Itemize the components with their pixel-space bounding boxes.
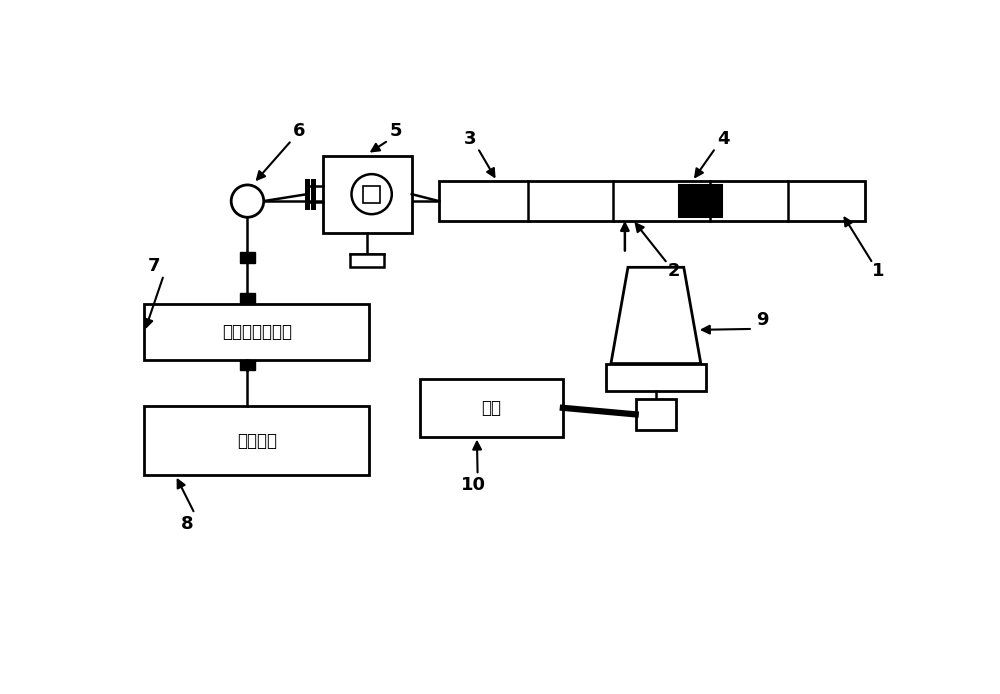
FancyBboxPatch shape: [240, 252, 255, 263]
Text: 2: 2: [667, 262, 680, 280]
Text: 4: 4: [717, 130, 730, 148]
FancyBboxPatch shape: [350, 254, 384, 266]
FancyBboxPatch shape: [144, 304, 369, 359]
Text: 掺鎔激光放大器: 掺鎔激光放大器: [222, 323, 292, 341]
FancyBboxPatch shape: [679, 185, 722, 217]
Text: 宽带光源: 宽带光源: [237, 432, 277, 450]
Text: 8: 8: [181, 515, 193, 533]
FancyBboxPatch shape: [420, 379, 563, 437]
Text: 6: 6: [293, 122, 306, 140]
FancyBboxPatch shape: [439, 181, 865, 221]
FancyBboxPatch shape: [240, 294, 255, 304]
Text: 3: 3: [464, 130, 476, 148]
FancyBboxPatch shape: [323, 155, 412, 232]
FancyBboxPatch shape: [240, 359, 255, 371]
FancyBboxPatch shape: [606, 364, 706, 391]
Text: 电脑: 电脑: [481, 399, 501, 417]
FancyBboxPatch shape: [144, 406, 369, 475]
Text: 9: 9: [756, 311, 768, 329]
Text: 10: 10: [461, 476, 486, 494]
Circle shape: [231, 185, 264, 217]
Polygon shape: [611, 267, 701, 364]
Circle shape: [351, 174, 392, 214]
Text: 1: 1: [872, 262, 885, 280]
FancyBboxPatch shape: [363, 186, 380, 203]
Text: 5: 5: [390, 122, 402, 140]
FancyBboxPatch shape: [636, 399, 676, 430]
Text: 7: 7: [148, 257, 161, 275]
